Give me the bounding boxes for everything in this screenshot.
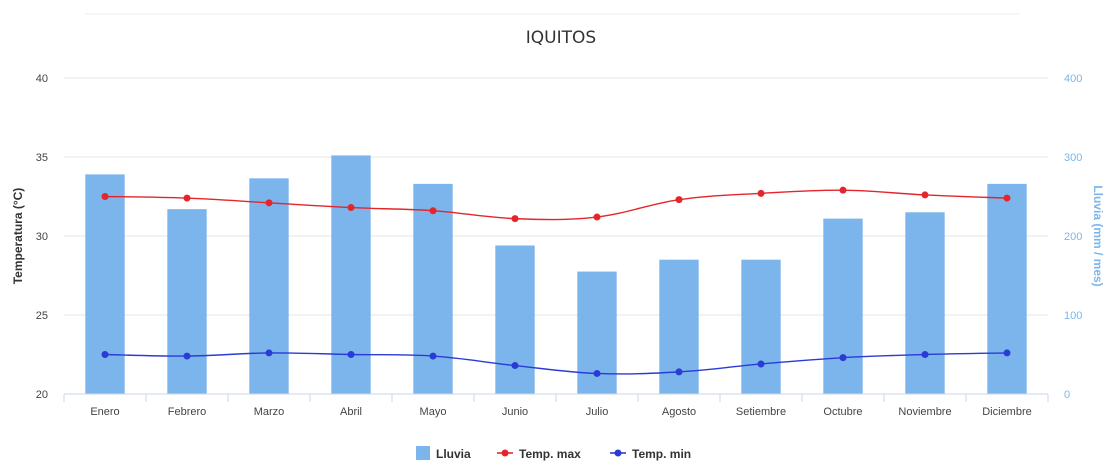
chart-title: IQUITOS	[526, 28, 596, 48]
rain-bar	[823, 218, 863, 394]
temp-max-point	[675, 196, 683, 204]
y-axis-left-title: Temperatura (°C)	[11, 188, 25, 285]
temp-max-point	[429, 207, 437, 215]
grid-lines	[64, 77, 1048, 395]
rain-bar	[741, 259, 781, 394]
rain-bar	[987, 183, 1027, 394]
temp-min-point	[675, 368, 683, 376]
temp-min-point	[1003, 349, 1011, 357]
y-right-tick-label: 400	[1064, 73, 1082, 85]
legend-lluvia-swatch	[416, 446, 430, 460]
legend-temp-max-label: Temp. max	[519, 447, 581, 461]
temp-max-point	[1003, 194, 1011, 202]
temp-min-point	[265, 349, 273, 357]
temp-max-point	[921, 191, 929, 199]
x-tick-label: Febrero	[168, 406, 207, 418]
rain-bar	[167, 209, 207, 394]
rain-bar	[495, 245, 535, 394]
y-axis-right-title: Lluvia (mm / mes)	[1091, 185, 1105, 286]
temp-min-point	[347, 351, 355, 358]
legend-temp-min-label: Temp. min	[632, 447, 691, 461]
y-left-tick-label: 30	[36, 231, 48, 243]
x-tick-label: Octubre	[823, 406, 862, 418]
y-left-tick-label: 35	[36, 152, 48, 164]
rain-bar	[249, 178, 289, 394]
temp-min-line	[104, 352, 1008, 375]
rain-bar	[905, 212, 945, 394]
x-tick-label: Abril	[340, 406, 362, 418]
temp-min-point	[101, 351, 109, 358]
y-right-tick-label: 300	[1064, 152, 1082, 164]
x-tick-label: Noviembre	[898, 406, 951, 418]
rain-bar	[413, 183, 453, 394]
y-left-tick-label: 20	[36, 389, 48, 401]
temp-max-point	[265, 199, 273, 207]
legend-lluvia-label: Lluvia	[436, 447, 471, 461]
temp-max-point	[593, 213, 601, 221]
temp-max-line	[104, 189, 1008, 221]
x-tick-label: Junio	[502, 406, 528, 418]
temp-max-point	[183, 194, 191, 202]
x-tick-label: Julio	[586, 406, 609, 418]
x-tick-label: Mayo	[420, 406, 447, 418]
x-tick-label: Agosto	[662, 406, 696, 418]
y-right-tick-label: 100	[1064, 310, 1082, 322]
temperature-lines	[101, 186, 1011, 377]
temp-min-point	[593, 369, 601, 377]
x-tick-label: Diciembre	[982, 406, 1032, 418]
temp-min-point	[921, 351, 929, 358]
y-left-tick-label: 40	[36, 73, 48, 85]
y-right-tick-label: 200	[1064, 231, 1082, 243]
temp-max-point	[757, 189, 765, 197]
x-tick-label: Setiembre	[736, 406, 786, 418]
x-tick-label: Enero	[90, 406, 119, 418]
y-right-tick-label: 0	[1064, 389, 1070, 401]
temp-min-point	[511, 362, 519, 370]
y-left-tick-label: 25	[36, 310, 48, 322]
rain-bars	[85, 155, 1027, 394]
temp-min-point	[757, 360, 765, 368]
temp-min-point	[839, 354, 847, 362]
legend: Lluvia Temp. max Temp. min	[416, 446, 691, 461]
rain-bar	[85, 174, 125, 394]
temp-max-point	[839, 186, 847, 194]
temp-min-point	[183, 352, 191, 360]
temp-max-point	[511, 215, 519, 223]
legend-temp-max-marker	[501, 449, 509, 457]
x-tick-label: Marzo	[254, 406, 285, 418]
rain-bar	[331, 155, 371, 394]
temp-max-point	[347, 204, 355, 212]
temp-max-point	[101, 193, 109, 200]
temp-min-point	[429, 352, 437, 360]
legend-temp-min-marker	[614, 449, 622, 457]
